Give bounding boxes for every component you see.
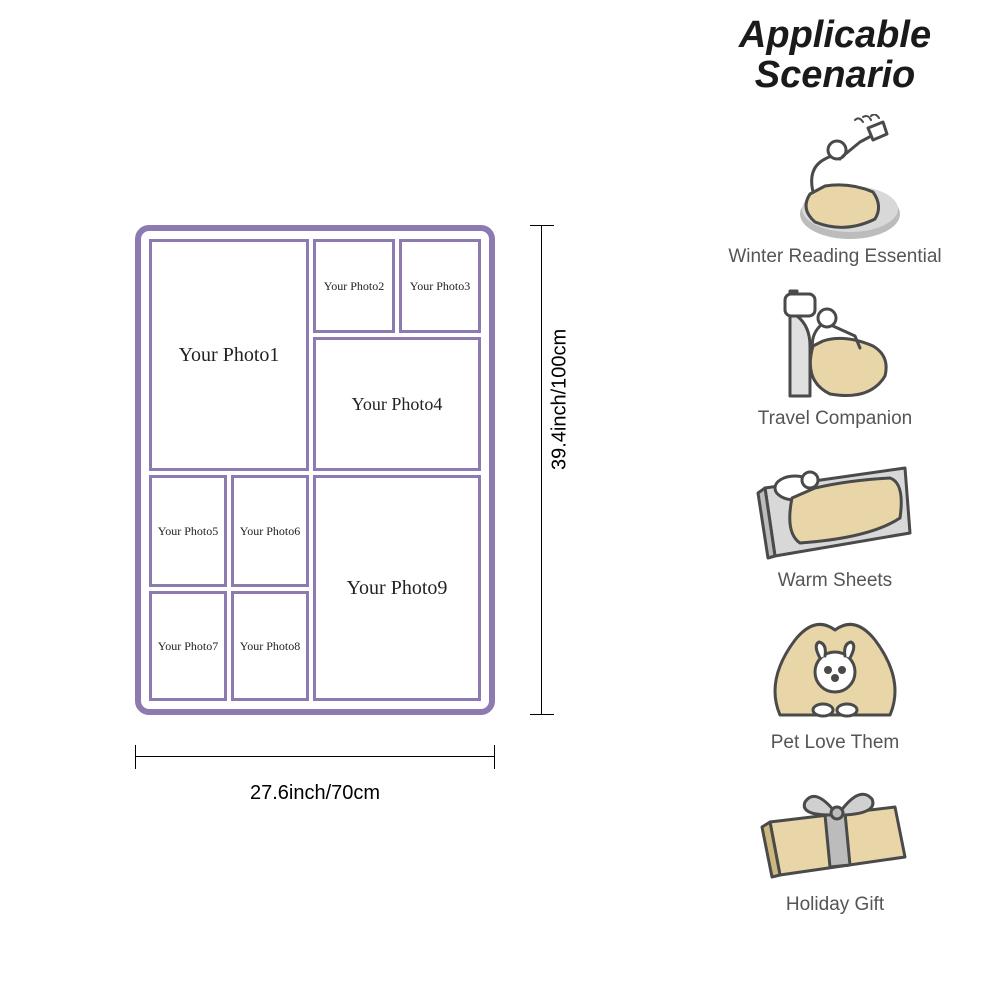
scenario-label-travel: Travel Companion — [710, 408, 960, 430]
photo-slot-photo5: Your Photo5 — [149, 475, 227, 587]
photo-slot-photo9: Your Photo9 — [313, 475, 481, 701]
scenario-label-pet: Pet Love Them — [710, 732, 960, 754]
scenario-item-sheets: Warm Sheets — [710, 438, 960, 592]
scenario-item-pet: Pet Love Them — [710, 600, 960, 754]
photo-slot-photo7: Your Photo7 — [149, 591, 227, 701]
scenario-label-gift: Holiday Gift — [710, 894, 960, 916]
travel-icon — [710, 276, 960, 406]
scenario-item-gift: Holiday Gift — [710, 762, 960, 916]
photo-slot-photo8: Your Photo8 — [231, 591, 309, 701]
reading-icon — [710, 114, 960, 244]
scenario-column: Applicable Scenario — [710, 16, 960, 916]
photo-slot-photo1: Your Photo1 — [149, 239, 309, 471]
photo-slot-photo6: Your Photo6 — [231, 475, 309, 587]
scenario-title-line2: Scenario — [755, 54, 916, 96]
photo-slot-photo4: Your Photo4 — [313, 337, 481, 471]
width-dimension-label: 27.6inch/70cm — [250, 782, 380, 805]
scenario-title-line1: Applicable — [739, 14, 931, 56]
photo-slot-photo3: Your Photo3 — [399, 239, 481, 333]
sheets-icon — [710, 438, 960, 568]
scenario-label-sheets: Warm Sheets — [710, 570, 960, 592]
blanket-layout-diagram: Your Photo1Your Photo2Your Photo3Your Ph… — [135, 225, 495, 715]
pet-icon — [710, 600, 960, 730]
photo-slot-photo2: Your Photo2 — [313, 239, 395, 333]
scenario-item-travel: Travel Companion — [710, 276, 960, 430]
height-dimension-label: 39.4inch/100cm — [549, 329, 572, 470]
scenario-label-reading: Winter Reading Essential — [710, 246, 960, 268]
gift-icon — [710, 762, 960, 892]
height-dimension-line — [530, 225, 554, 715]
width-dimension-line — [135, 745, 495, 769]
blanket-slots-container: Your Photo1Your Photo2Your Photo3Your Ph… — [141, 231, 489, 709]
scenario-item-reading: Winter Reading Essential — [710, 114, 960, 268]
scenario-title: Applicable Scenario — [710, 16, 960, 96]
